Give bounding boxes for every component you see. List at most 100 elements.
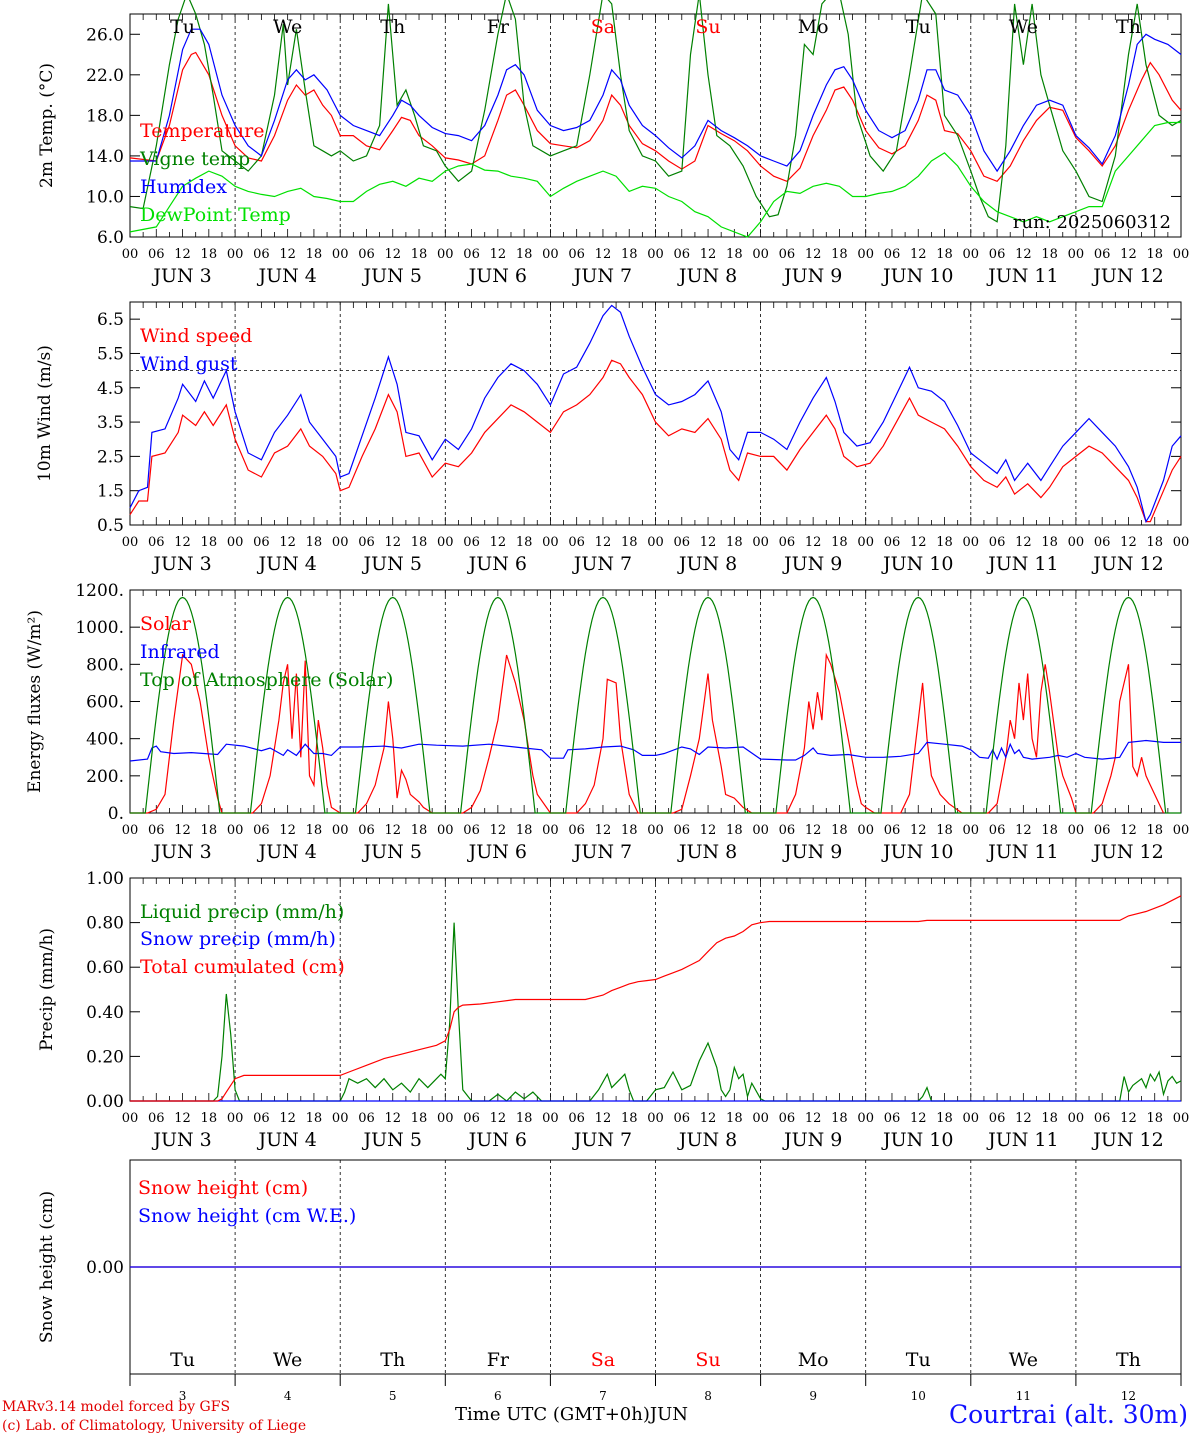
hour-label: 18 [621,535,638,550]
y-tick-label: 1.00 [86,869,124,889]
hour-label: 12 [279,535,296,550]
hour-label: 18 [201,535,218,550]
hour-label: 06 [148,247,165,262]
hour-label: 12 [384,823,401,838]
hour-label: 18 [1041,247,1058,262]
hour-label: 00 [857,823,874,838]
hour-label: 12 [1120,1111,1137,1126]
hour-label: 00 [542,247,559,262]
hour-label: 18 [516,535,533,550]
y-tick-label: 1.5 [97,482,124,502]
y-tick-label: 0. [108,804,124,824]
legend-entry: Vigne temp [139,148,250,170]
hour-label: 00 [647,535,664,550]
hour-label: 12 [1015,823,1032,838]
hour-label: 12 [279,247,296,262]
y-tick-label: 14.0 [86,147,124,167]
hour-label: 18 [516,247,533,262]
hour-label: 06 [1094,823,1111,838]
date-label: JUN 5 [362,553,422,575]
hour-label: 06 [358,535,375,550]
hour-label: 06 [463,823,480,838]
y-tick-label: 400. [86,730,124,750]
date-label: JUN 7 [572,841,632,863]
month-label: JUN [649,1404,689,1425]
date-label: JUN 11 [986,265,1058,287]
hour-label: 06 [779,247,796,262]
date-label: JUN 3 [151,265,211,287]
y-tick-label: 6.0 [97,228,124,248]
date-label: JUN 10 [881,265,953,287]
hour-label: 12 [1015,1111,1032,1126]
hour-label: 00 [227,535,244,550]
hour-label: 00 [542,823,559,838]
panel-precip: 0.00 0.20 0.40 0.60 0.80 1.00 Precip (mm/h) Liq… [37,869,1189,1151]
date-label: JUN 8 [677,265,737,287]
hour-label: 12 [279,823,296,838]
hour-label: 06 [253,1111,270,1126]
day-number-label: 10 [911,1389,926,1403]
hour-label: 12 [595,823,612,838]
hour-label: 18 [411,535,428,550]
day-number-label: 7 [599,1389,607,1403]
legend-entry: Infrared [140,641,220,663]
credit-line-1: MARv3.14 model forced by GFS [2,1399,231,1415]
weekday-label: We [1009,1349,1038,1371]
hour-label: 12 [1015,535,1032,550]
date-label: JUN 4 [256,841,316,863]
date-label: JUN 9 [782,553,842,575]
hour-label: 00 [1068,823,1085,838]
hour-label: 00 [437,535,454,550]
day-number-label: 8 [704,1389,712,1403]
y-tick-label: 0.00 [86,1092,124,1112]
hour-label: 12 [595,1111,612,1126]
y-tick-label: 6.5 [97,310,124,330]
hour-label: 06 [1094,535,1111,550]
weekday-label: Fr [487,1349,510,1371]
series-humidex [130,28,1182,173]
series-wind-speed [129,359,1182,523]
panel-temperature: 6.0 10.0 14.0 18.0 22.0 26.0 2m Temp. (°C) Temp… [37,0,1189,287]
series-top-of-atmosphere-solar- [130,596,1181,814]
hour-label: 12 [1120,535,1137,550]
legend-entry: Solar [140,613,192,635]
y-tick-label: 10.0 [86,187,124,207]
date-label: JUN 4 [256,265,316,287]
date-label: JUN 5 [362,841,422,863]
hour-label: 00 [227,1111,244,1126]
legend-entry: Wind speed [140,325,252,347]
legend-entry: Snow height (cm W.E.) [138,1205,356,1227]
hour-label: 18 [621,247,638,262]
hour-label: 12 [910,247,927,262]
credit-line-2: (c) Lab. of Climatology, University of L… [2,1418,307,1434]
hour-label: 18 [411,1111,428,1126]
hour-label: 18 [1041,823,1058,838]
hour-label: 12 [910,1111,927,1126]
series-infrared [129,739,1181,762]
hour-label: 18 [306,535,323,550]
weekday-label: Sa [591,16,615,38]
legend-entry: Temperature [140,120,264,142]
hour-label: 18 [201,823,218,838]
y-tick-label: 26.0 [86,25,124,45]
hour-label: 18 [1041,535,1058,550]
hour-label: 06 [148,535,165,550]
weekday-label: We [273,1349,302,1371]
weekday-label: Mo [798,1349,829,1371]
hour-label: 00 [647,1111,664,1126]
hour-label: 06 [568,247,585,262]
hour-label: 00 [122,247,139,262]
y-tick-label: 3.5 [97,413,124,433]
hour-label: 18 [1146,247,1163,262]
hour-label: 00 [1173,823,1190,838]
day-number-label: 9 [809,1389,817,1403]
hour-label: 06 [358,1111,375,1126]
hour-label: 06 [779,1111,796,1126]
legend-entry: Top of Atmosphere (Solar) [140,669,393,691]
legend-entry: Snow precip (mm/h) [140,928,336,950]
date-label: JUN 6 [467,553,527,575]
hour-label: 06 [463,1111,480,1126]
day-number-label: 6 [494,1389,502,1403]
weekday-label: Tu [170,1349,195,1371]
date-label: JUN 6 [467,265,527,287]
